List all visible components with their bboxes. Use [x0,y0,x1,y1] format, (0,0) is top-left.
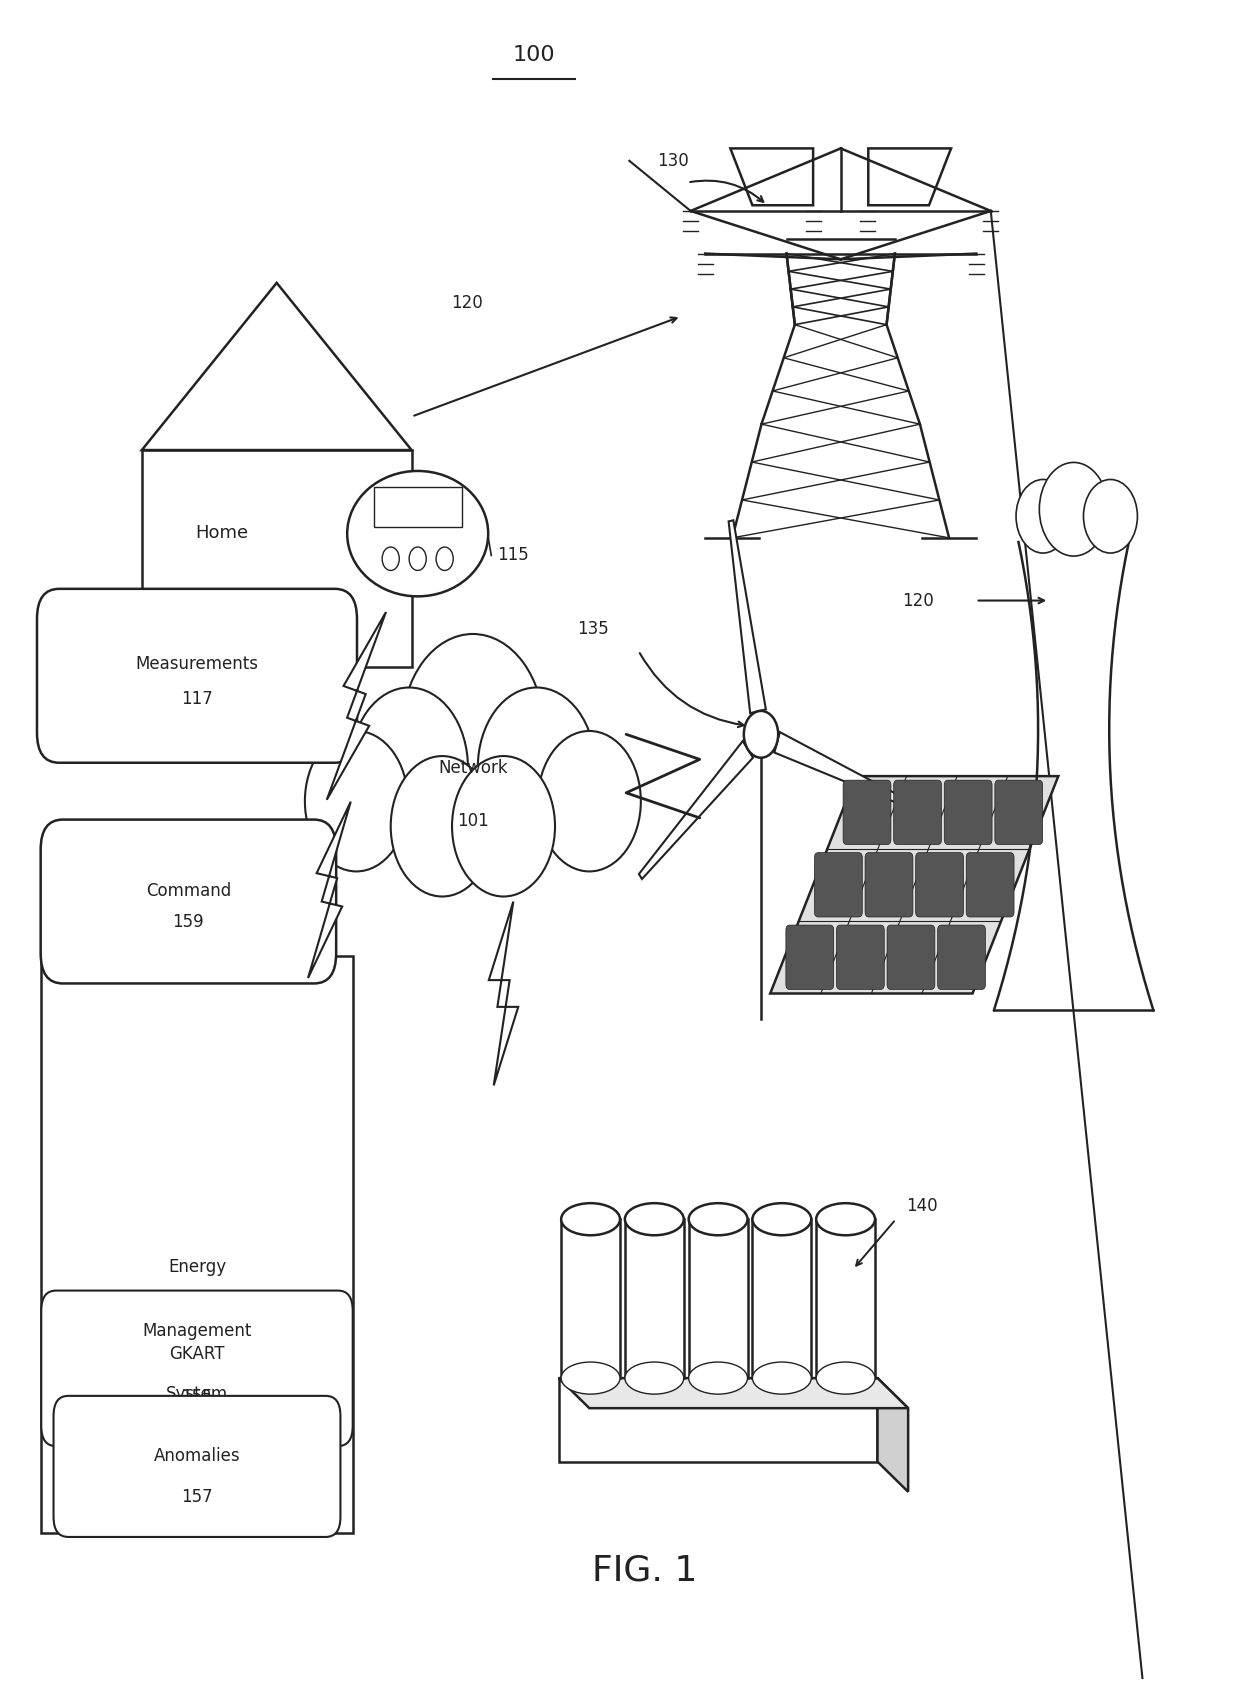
Text: 120: 120 [901,592,934,610]
Ellipse shape [562,1204,620,1236]
Ellipse shape [753,1204,811,1236]
Text: 120: 120 [451,293,482,312]
Ellipse shape [562,1362,620,1394]
Text: 150: 150 [181,1443,213,1462]
Text: 159: 159 [172,914,205,931]
Text: 101: 101 [458,813,489,830]
FancyBboxPatch shape [41,1290,352,1447]
Circle shape [538,732,641,872]
Text: Home: Home [195,524,248,541]
Bar [41,956,353,1533]
FancyBboxPatch shape [41,819,336,983]
Text: Measurements: Measurements [135,656,258,673]
Circle shape [1084,479,1137,553]
FancyBboxPatch shape [944,781,992,845]
Text: FIG. 1: FIG. 1 [591,1553,697,1587]
Circle shape [409,546,427,570]
Bar [816,1219,875,1377]
FancyBboxPatch shape [837,926,884,990]
FancyBboxPatch shape [894,781,941,845]
Text: GKART: GKART [169,1345,224,1364]
Ellipse shape [347,470,489,597]
Text: 117: 117 [181,690,213,708]
Circle shape [402,634,544,828]
Bar [753,1219,811,1377]
Circle shape [477,688,595,848]
Bar [562,1219,620,1377]
Text: 157: 157 [181,1487,213,1506]
Polygon shape [559,1377,908,1408]
Ellipse shape [625,1362,683,1394]
Bar [559,1377,878,1462]
Polygon shape [730,148,813,206]
Bar [688,1219,748,1377]
Text: 110: 110 [205,588,238,607]
Text: 155: 155 [181,1388,213,1406]
FancyBboxPatch shape [966,853,1014,917]
FancyBboxPatch shape [53,1396,341,1538]
Circle shape [391,755,494,897]
Ellipse shape [625,1204,683,1236]
Polygon shape [775,732,913,809]
Ellipse shape [816,1362,875,1394]
Circle shape [1039,462,1109,556]
Circle shape [453,755,556,897]
Polygon shape [878,1377,908,1492]
Text: Management: Management [143,1322,252,1340]
FancyBboxPatch shape [994,781,1043,845]
Ellipse shape [688,1362,748,1394]
Bar [141,450,412,668]
Bar [373,487,461,528]
Circle shape [382,546,399,570]
FancyBboxPatch shape [815,853,862,917]
Text: 135: 135 [577,620,609,637]
Polygon shape [868,148,951,206]
Text: 140: 140 [905,1197,937,1216]
Text: Anomalies: Anomalies [154,1447,241,1465]
Polygon shape [489,902,518,1086]
Polygon shape [141,283,412,450]
Circle shape [305,732,408,872]
Text: 130: 130 [657,152,688,170]
FancyBboxPatch shape [937,926,986,990]
Polygon shape [639,742,753,878]
Text: 100: 100 [513,46,556,66]
Bar [625,1219,683,1377]
Circle shape [436,546,454,570]
Text: Network: Network [438,759,507,777]
Ellipse shape [688,1204,748,1236]
Text: Command: Command [146,882,231,900]
Polygon shape [308,801,351,978]
Polygon shape [770,776,1058,993]
Polygon shape [327,612,386,799]
Text: 115: 115 [497,546,529,565]
FancyBboxPatch shape [887,926,935,990]
Text: Energy: Energy [167,1258,226,1276]
FancyBboxPatch shape [786,926,833,990]
Ellipse shape [816,1204,875,1236]
Text: System: System [166,1386,228,1403]
FancyBboxPatch shape [915,853,963,917]
Polygon shape [729,521,766,713]
FancyBboxPatch shape [843,781,890,845]
Circle shape [744,711,779,757]
FancyBboxPatch shape [37,588,357,762]
Circle shape [350,688,467,848]
Circle shape [1016,479,1070,553]
Ellipse shape [753,1362,811,1394]
FancyBboxPatch shape [866,853,913,917]
